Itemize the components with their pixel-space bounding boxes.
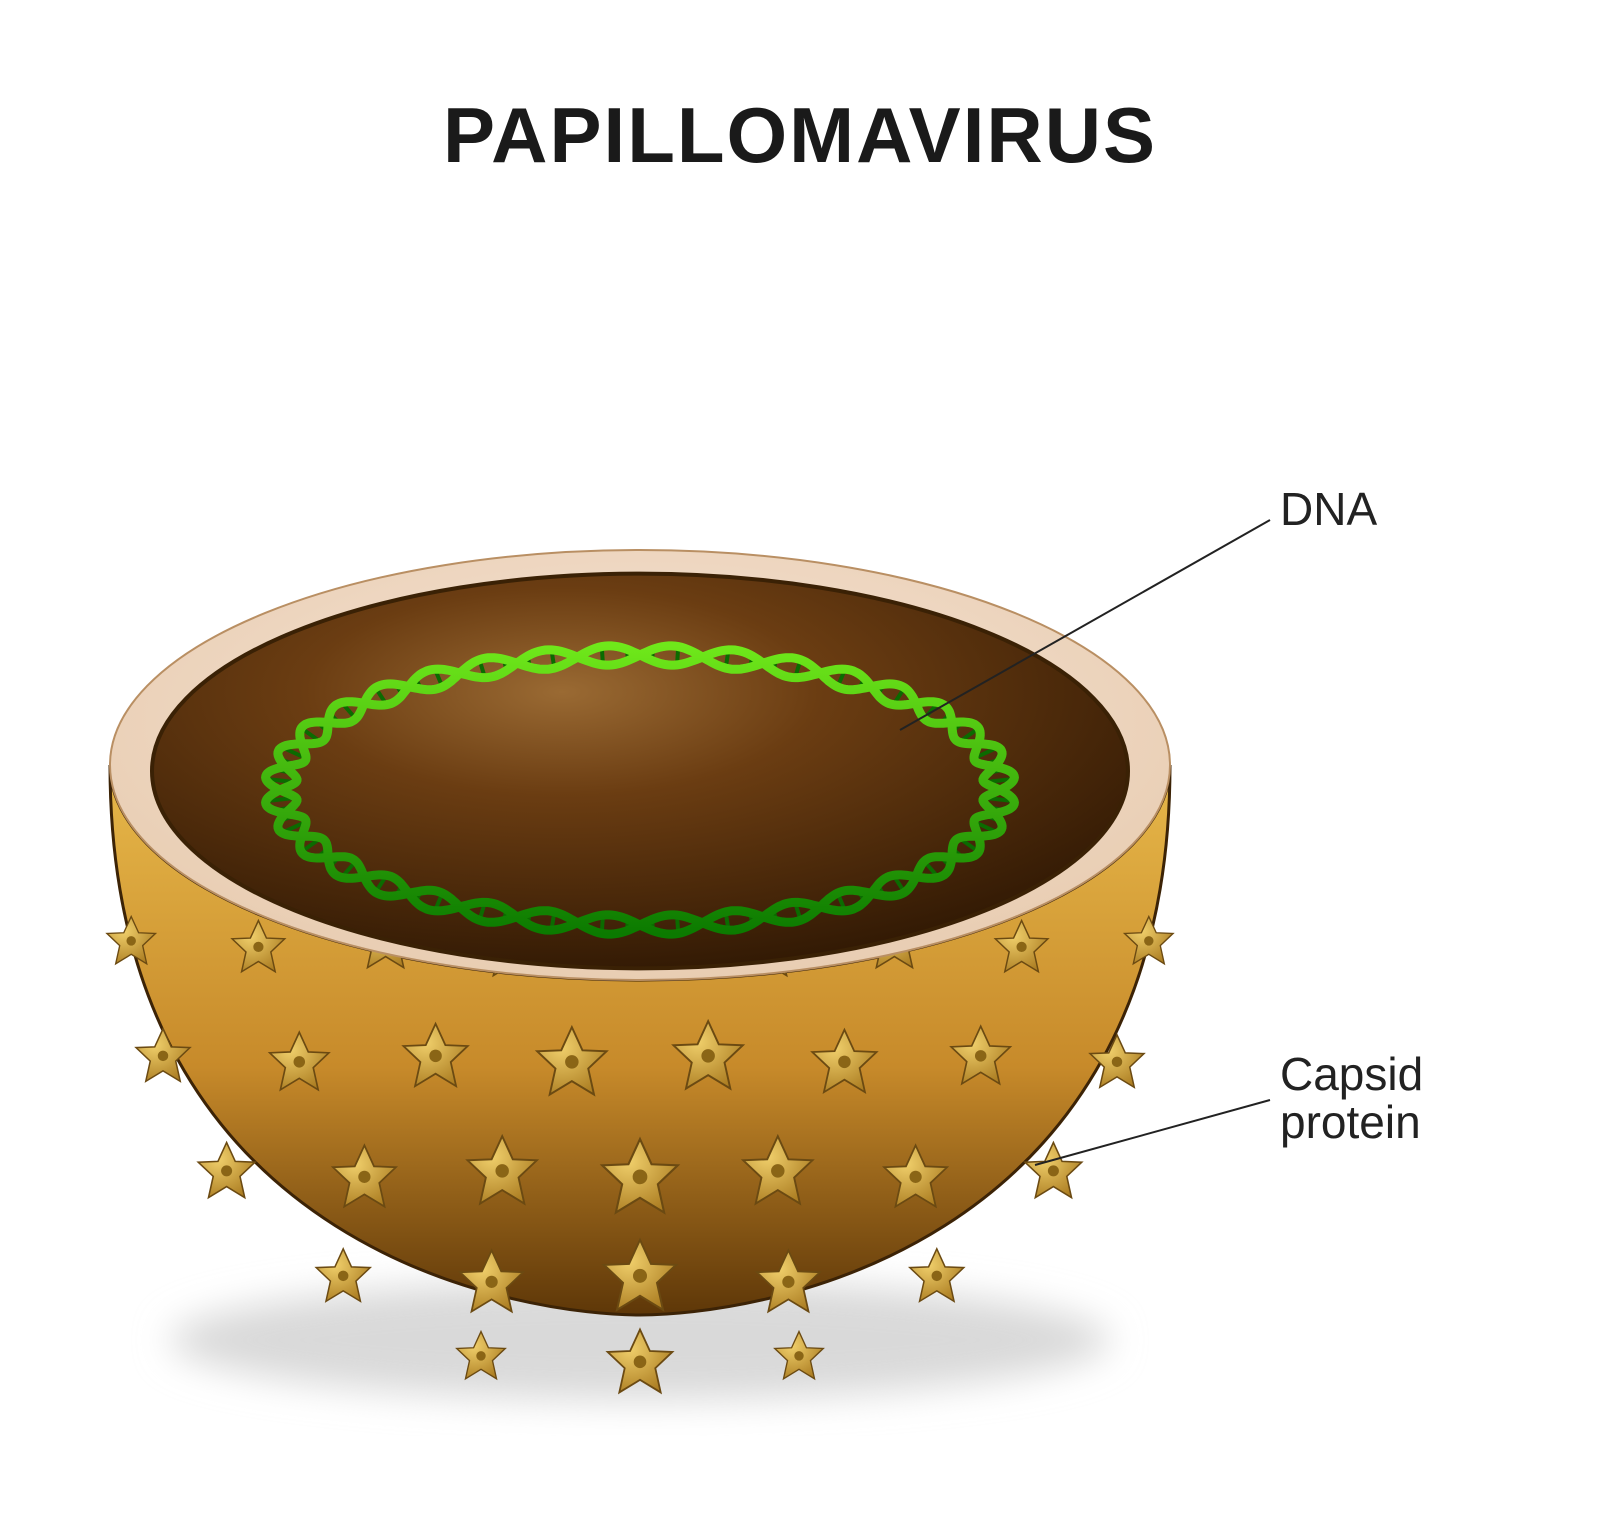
label-dna: DNA — [1280, 485, 1377, 533]
virus-diagram — [0, 0, 1600, 1530]
interior — [152, 574, 1128, 969]
label-capsid: Capsid protein — [1280, 1050, 1423, 1147]
